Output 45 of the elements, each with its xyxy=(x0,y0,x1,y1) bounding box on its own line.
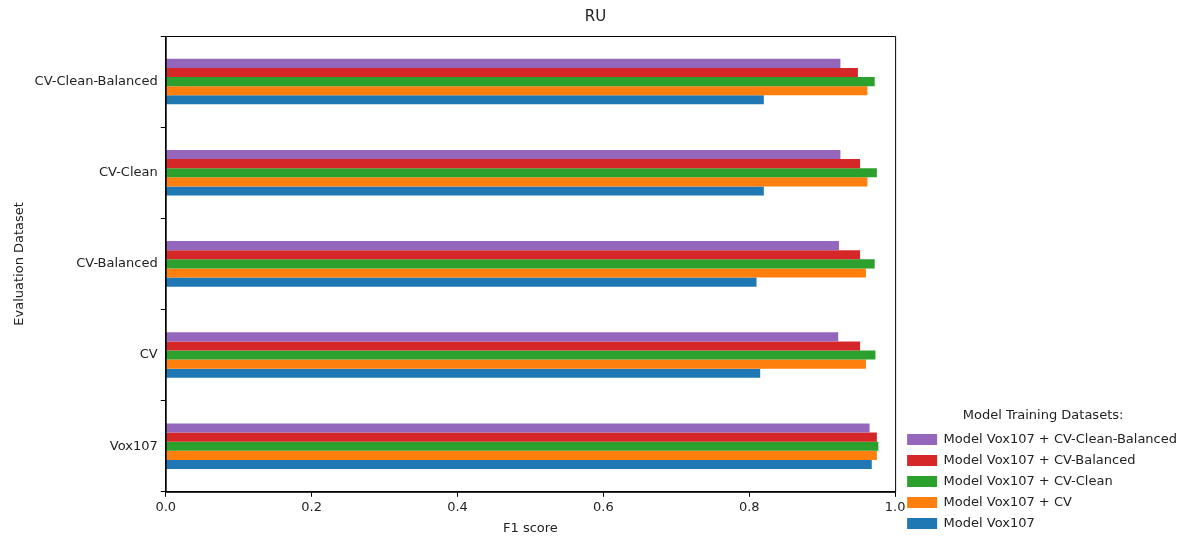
y-axis-title: Evaluation Dataset xyxy=(11,202,27,326)
bar xyxy=(166,186,764,196)
bar xyxy=(166,359,866,369)
x-axis-title: F1 score xyxy=(503,519,558,535)
bar xyxy=(166,277,757,287)
y-tick-label: CV-Clean-Balanced xyxy=(34,72,158,88)
legend-label: Model Vox107 + CV xyxy=(943,493,1072,509)
bar xyxy=(166,441,879,451)
bar xyxy=(166,177,868,187)
bar xyxy=(166,268,866,278)
bar xyxy=(166,77,875,87)
legend-title: Model Training Datasets: xyxy=(962,407,1124,423)
bar xyxy=(166,332,839,342)
y-tick-label: CV-Clean xyxy=(98,164,158,180)
legend-label: Model Vox107 + CV-Clean-Balanced xyxy=(943,430,1178,446)
x-tick-label: 1.0 xyxy=(884,498,906,514)
bar xyxy=(166,350,876,360)
y-tick-label: Vox107 xyxy=(109,437,158,453)
bar xyxy=(166,86,868,96)
bar xyxy=(166,58,841,68)
bar xyxy=(166,67,858,78)
bar xyxy=(166,450,877,460)
bar xyxy=(166,368,761,378)
x-tick-label: 0.4 xyxy=(447,498,468,514)
bar xyxy=(166,241,839,251)
bar xyxy=(166,250,861,260)
bar xyxy=(166,168,877,178)
bar xyxy=(166,159,861,169)
legend-label: Model Vox107 + CV-Balanced xyxy=(943,451,1136,467)
y-tick-label: CV-Balanced xyxy=(76,255,158,271)
y-tick-label: CV xyxy=(139,346,158,362)
x-tick-label: 0.8 xyxy=(738,498,760,514)
bar xyxy=(166,149,841,160)
bar xyxy=(166,432,877,442)
chart-title: RU xyxy=(584,6,607,25)
bar xyxy=(166,341,861,351)
bar xyxy=(166,95,764,105)
x-tick-label: 0.0 xyxy=(155,498,177,514)
legend-label: Model Vox107 xyxy=(943,514,1035,530)
bar xyxy=(166,459,872,470)
bar xyxy=(166,423,870,433)
bar xyxy=(166,259,875,269)
x-tick-label: 0.6 xyxy=(593,498,614,514)
legend-label: Model Vox107 + CV-Clean xyxy=(943,472,1113,488)
x-tick-label: 0.2 xyxy=(301,498,322,514)
